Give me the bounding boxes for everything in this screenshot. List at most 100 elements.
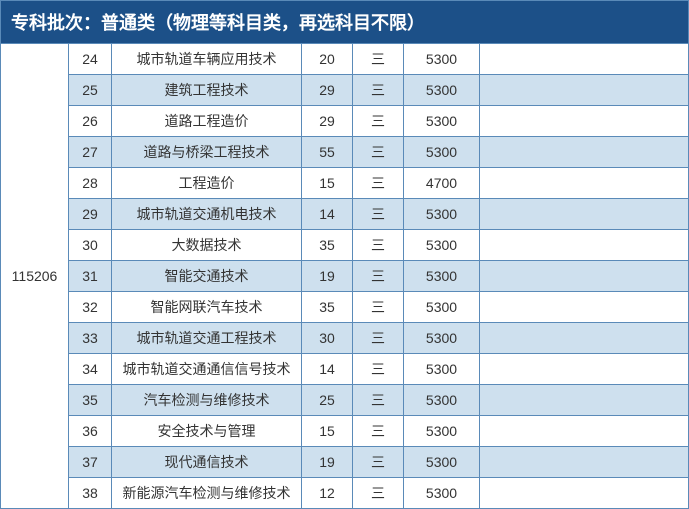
enrollment-count: 14 [302, 354, 353, 385]
table-row: 27道路与桥梁工程技术55三5300 [69, 137, 689, 168]
major-name: 城市轨道车辆应用技术 [112, 44, 302, 75]
major-name: 智能网联汽车技术 [112, 292, 302, 323]
duration: 三 [353, 199, 404, 230]
tuition-fee: 5300 [404, 416, 480, 447]
tuition-fee: 4700 [404, 168, 480, 199]
enrollment-count: 35 [302, 230, 353, 261]
note [480, 416, 689, 447]
enrollment-count: 20 [302, 44, 353, 75]
code-column: 115206 [1, 44, 69, 509]
duration: 三 [353, 447, 404, 478]
tuition-fee: 5300 [404, 323, 480, 354]
enrollment-count: 19 [302, 261, 353, 292]
table-row: 28工程造价15三4700 [69, 168, 689, 199]
table-row: 37现代通信技术19三5300 [69, 447, 689, 478]
tuition-fee: 5300 [404, 354, 480, 385]
tuition-fee: 5300 [404, 75, 480, 106]
tuition-fee: 5300 [404, 385, 480, 416]
major-name: 城市轨道交通通信信号技术 [112, 354, 302, 385]
note [480, 199, 689, 230]
major-name: 道路与桥梁工程技术 [112, 137, 302, 168]
row-index: 35 [69, 385, 112, 416]
note [480, 44, 689, 75]
duration: 三 [353, 385, 404, 416]
duration: 三 [353, 261, 404, 292]
row-index: 27 [69, 137, 112, 168]
duration: 三 [353, 137, 404, 168]
row-index: 26 [69, 106, 112, 137]
rows-container: 24城市轨道车辆应用技术20三530025建筑工程技术29三530026道路工程… [69, 44, 689, 509]
note [480, 261, 689, 292]
duration: 三 [353, 168, 404, 199]
duration: 三 [353, 44, 404, 75]
major-name: 现代通信技术 [112, 447, 302, 478]
row-index: 28 [69, 168, 112, 199]
major-name: 城市轨道交通工程技术 [112, 323, 302, 354]
tuition-fee: 5300 [404, 230, 480, 261]
table-row: 24城市轨道车辆应用技术20三5300 [69, 44, 689, 75]
row-index: 24 [69, 44, 112, 75]
duration: 三 [353, 478, 404, 509]
note [480, 292, 689, 323]
table-row: 30大数据技术35三5300 [69, 230, 689, 261]
row-index: 33 [69, 323, 112, 354]
table-row: 35汽车检测与维修技术25三5300 [69, 385, 689, 416]
duration: 三 [353, 75, 404, 106]
enrollment-count: 29 [302, 75, 353, 106]
table-row: 33城市轨道交通工程技术30三5300 [69, 323, 689, 354]
note [480, 75, 689, 106]
duration: 三 [353, 230, 404, 261]
table-row: 29城市轨道交通机电技术14三5300 [69, 199, 689, 230]
header-title: 专科批次：普通类（物理等科目类，再选科目不限） [11, 13, 425, 33]
row-index: 37 [69, 447, 112, 478]
school-code: 115206 [12, 268, 58, 284]
tuition-fee: 5300 [404, 137, 480, 168]
duration: 三 [353, 416, 404, 447]
row-index: 38 [69, 478, 112, 509]
major-name: 道路工程造价 [112, 106, 302, 137]
enrollment-count: 55 [302, 137, 353, 168]
enrollment-count: 12 [302, 478, 353, 509]
note [480, 323, 689, 354]
table-row: 26道路工程造价29三5300 [69, 106, 689, 137]
table-row: 25建筑工程技术29三5300 [69, 75, 689, 106]
major-name: 大数据技术 [112, 230, 302, 261]
data-table: 115206 24城市轨道车辆应用技术20三530025建筑工程技术29三530… [0, 44, 689, 509]
duration: 三 [353, 354, 404, 385]
tuition-fee: 5300 [404, 261, 480, 292]
row-index: 34 [69, 354, 112, 385]
note [480, 137, 689, 168]
major-name: 新能源汽车检测与维修技术 [112, 478, 302, 509]
enrollment-count: 35 [302, 292, 353, 323]
enrollment-count: 29 [302, 106, 353, 137]
enrollment-count: 15 [302, 168, 353, 199]
tuition-fee: 5300 [404, 478, 480, 509]
major-name: 安全技术与管理 [112, 416, 302, 447]
table-row: 36安全技术与管理15三5300 [69, 416, 689, 447]
major-name: 城市轨道交通机电技术 [112, 199, 302, 230]
row-index: 31 [69, 261, 112, 292]
enrollment-count: 19 [302, 447, 353, 478]
tuition-fee: 5300 [404, 447, 480, 478]
tuition-fee: 5300 [404, 292, 480, 323]
major-name: 智能交通技术 [112, 261, 302, 292]
enrollment-count: 30 [302, 323, 353, 354]
duration: 三 [353, 106, 404, 137]
major-name: 建筑工程技术 [112, 75, 302, 106]
note [480, 478, 689, 509]
row-index: 32 [69, 292, 112, 323]
major-name: 汽车检测与维修技术 [112, 385, 302, 416]
note [480, 354, 689, 385]
note [480, 447, 689, 478]
note [480, 230, 689, 261]
major-name: 工程造价 [112, 168, 302, 199]
row-index: 36 [69, 416, 112, 447]
tuition-fee: 5300 [404, 106, 480, 137]
enrollment-count: 15 [302, 416, 353, 447]
tuition-fee: 5300 [404, 199, 480, 230]
enrollment-count: 25 [302, 385, 353, 416]
note [480, 106, 689, 137]
duration: 三 [353, 323, 404, 354]
table-header: 专科批次：普通类（物理等科目类，再选科目不限） [0, 0, 689, 44]
row-index: 30 [69, 230, 112, 261]
